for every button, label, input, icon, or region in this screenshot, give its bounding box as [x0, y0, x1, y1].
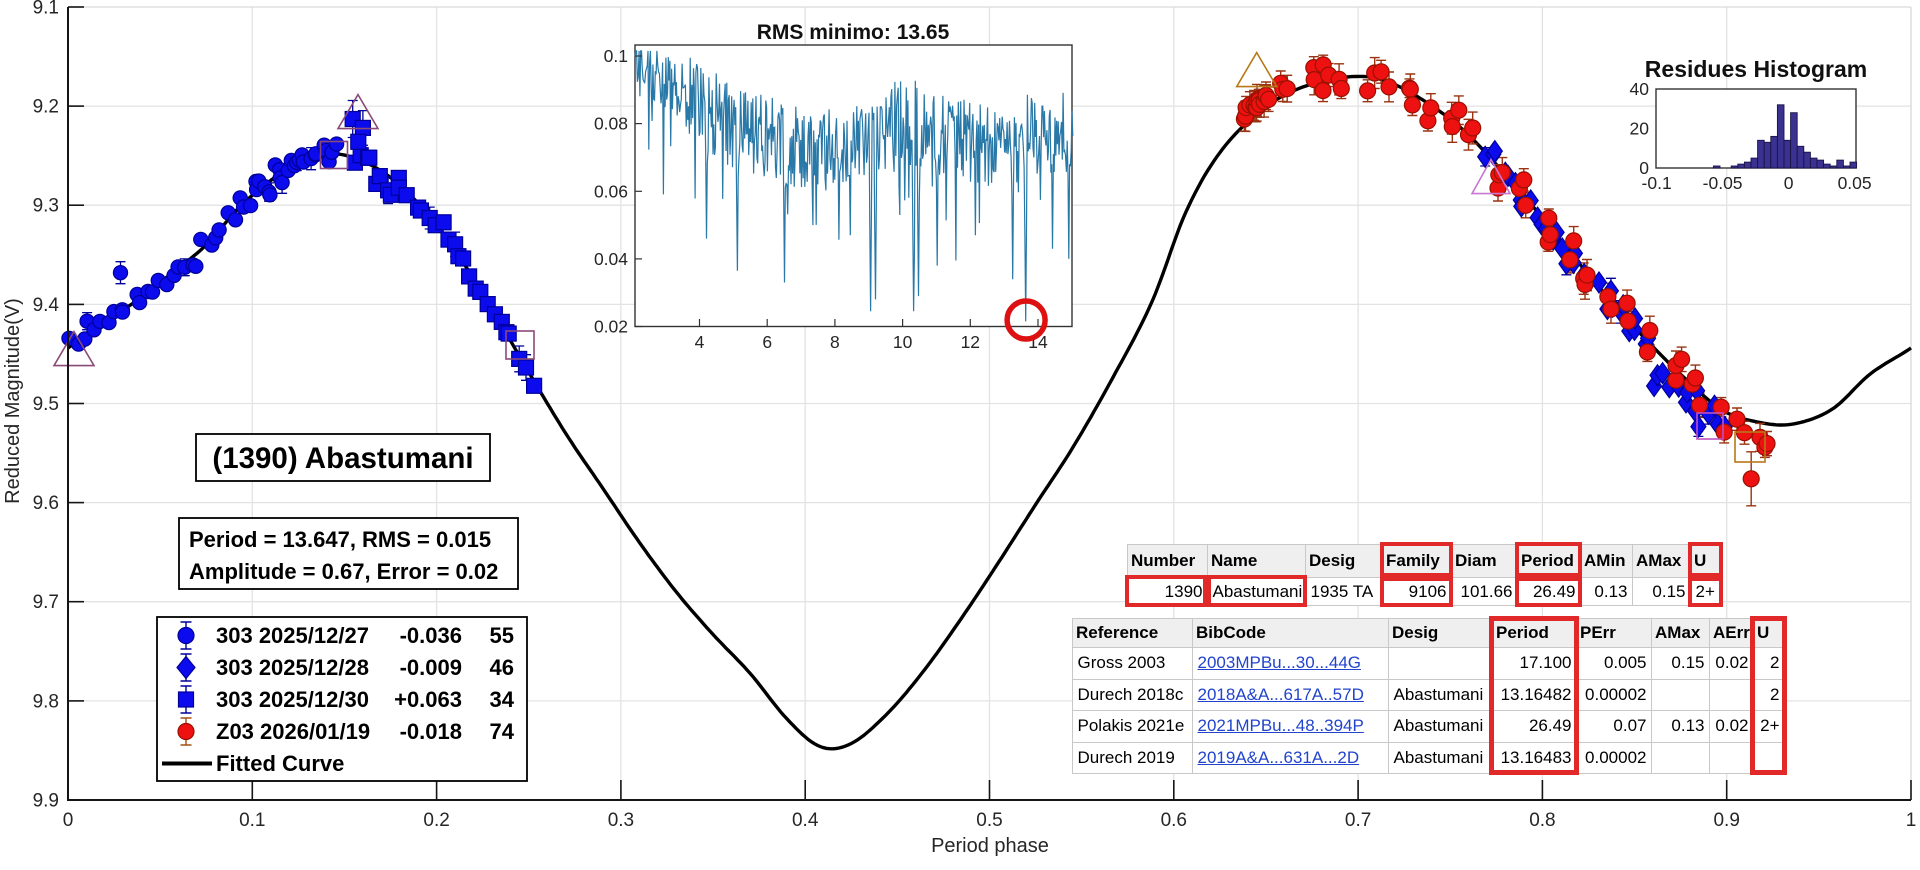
svg-text:9.3: 9.3 [33, 196, 59, 217]
svg-text:0: 0 [63, 810, 74, 831]
svg-text:9.7: 9.7 [33, 592, 59, 613]
svg-text:Reduced Magnitude(V): Reduced Magnitude(V) [2, 298, 24, 504]
svg-text:0.1: 0.1 [604, 46, 628, 66]
svg-text:Fitted Curve: Fitted Curve [216, 751, 344, 776]
svg-text:Z03 2026/01/19: Z03 2026/01/19 [216, 719, 370, 744]
svg-text:40: 40 [1630, 79, 1650, 99]
svg-text:0.1: 0.1 [239, 810, 265, 831]
svg-text:46: 46 [490, 655, 514, 680]
svg-text:303 2025/12/27: 303 2025/12/27 [216, 623, 369, 648]
svg-text:Period = 13.647, RMS = 0.015: Period = 13.647, RMS = 0.015 [189, 527, 491, 552]
svg-text:6: 6 [762, 332, 772, 352]
svg-text:10: 10 [893, 332, 913, 352]
svg-text:303 2025/12/30: 303 2025/12/30 [216, 687, 369, 712]
svg-text:4: 4 [695, 332, 705, 352]
svg-text:-0.018: -0.018 [400, 719, 462, 744]
svg-text:Amplitude = 0.67, Error = 0.02: Amplitude = 0.67, Error = 0.02 [189, 559, 498, 584]
svg-text:0.3: 0.3 [608, 810, 634, 831]
svg-text:9.5: 9.5 [33, 394, 59, 415]
svg-text:9.9: 9.9 [33, 791, 59, 812]
svg-text:0: 0 [1784, 173, 1794, 193]
svg-text:74: 74 [490, 719, 515, 744]
svg-text:0.04: 0.04 [594, 249, 628, 269]
svg-text:0.06: 0.06 [594, 181, 628, 201]
svg-text:0.05: 0.05 [1838, 173, 1872, 193]
svg-text:0.9: 0.9 [1713, 810, 1739, 831]
svg-text:-0.05: -0.05 [1703, 173, 1743, 193]
svg-text:20: 20 [1630, 119, 1650, 139]
svg-text:12: 12 [961, 332, 980, 352]
svg-text:RMS minimo: 13.65: RMS minimo: 13.65 [757, 21, 950, 44]
svg-text:(1390) Abastumani: (1390) Abastumani [212, 442, 473, 475]
svg-text:9.6: 9.6 [33, 493, 59, 514]
svg-text:-0.036: -0.036 [400, 623, 462, 648]
svg-text:+0.063: +0.063 [394, 687, 462, 712]
svg-text:0.6: 0.6 [1161, 810, 1187, 831]
svg-text:0: 0 [1639, 158, 1649, 178]
svg-text:34: 34 [490, 687, 515, 712]
svg-text:303 2025/12/28: 303 2025/12/28 [216, 655, 369, 680]
svg-text:9.4: 9.4 [33, 295, 60, 316]
svg-text:Residues Histogram: Residues Histogram [1645, 56, 1867, 82]
svg-text:0.4: 0.4 [792, 810, 819, 831]
svg-text:0.02: 0.02 [594, 317, 628, 337]
svg-text:0.2: 0.2 [423, 810, 449, 831]
svg-text:Period phase: Period phase [931, 835, 1049, 857]
svg-text:55: 55 [490, 623, 514, 648]
svg-text:0.08: 0.08 [594, 114, 628, 134]
svg-text:0.5: 0.5 [976, 810, 1002, 831]
svg-text:0.8: 0.8 [1529, 810, 1555, 831]
svg-text:1: 1 [1906, 810, 1917, 831]
svg-text:-0.1: -0.1 [1642, 173, 1672, 193]
svg-text:9.2: 9.2 [33, 97, 59, 118]
svg-text:9.8: 9.8 [33, 691, 59, 712]
svg-text:-0.009: -0.009 [400, 655, 462, 680]
svg-text:9.1: 9.1 [33, 0, 59, 19]
svg-text:8: 8 [830, 332, 840, 352]
svg-text:0.7: 0.7 [1345, 810, 1371, 831]
